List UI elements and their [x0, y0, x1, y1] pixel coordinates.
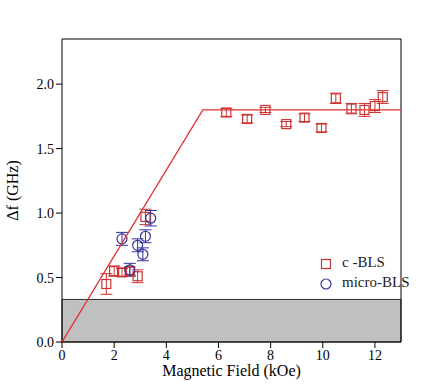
svg-text:4: 4 — [163, 348, 170, 363]
svg-text:0.5: 0.5 — [37, 271, 55, 286]
html-text:micro-BLS: micro-BLS — [342, 274, 410, 290]
svg-text:1.5: 1.5 — [37, 142, 55, 157]
svg-text:12: 12 — [368, 348, 382, 363]
svg-text:6: 6 — [215, 348, 222, 363]
html-text:c -BLS: c -BLS — [342, 254, 385, 270]
svg-text:8: 8 — [267, 348, 274, 363]
svg-text:1.0: 1.0 — [37, 206, 55, 221]
svg-text:10: 10 — [316, 348, 330, 363]
svg-text:Magnetic Field (kOe): Magnetic Field (kOe) — [162, 362, 301, 380]
svg-text:2.0: 2.0 — [37, 77, 55, 92]
svg-text:0.0: 0.0 — [37, 335, 55, 350]
svg-text:2: 2 — [111, 348, 118, 363]
svg-text:0: 0 — [59, 348, 66, 363]
svg-text:Δf (GHz): Δf (GHz) — [8, 160, 22, 220]
